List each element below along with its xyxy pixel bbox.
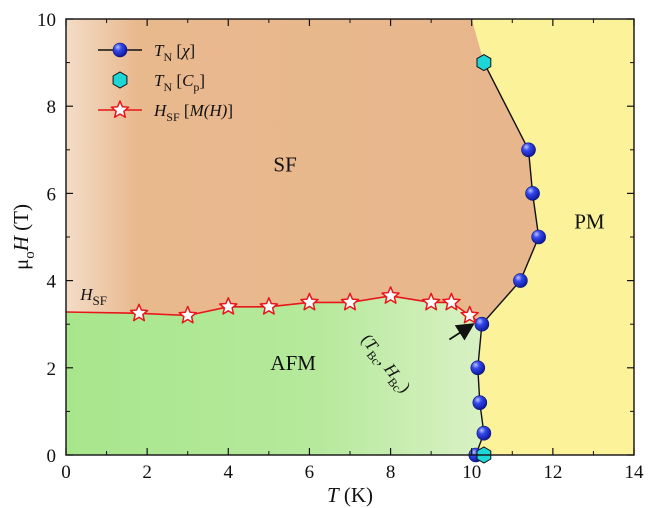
afm-region [66, 295, 484, 455]
legend-sub: N [163, 50, 172, 64]
point-series1-1 [476, 54, 492, 72]
y-tick-label: 2 [47, 359, 57, 380]
y-tick-label: 10 [37, 10, 56, 31]
point-series2-5 [340, 292, 360, 311]
point-series2-3 [259, 297, 279, 315]
legend-bracket-content: M(H) [189, 101, 228, 120]
sf-label: SF [273, 153, 296, 177]
legend-bracket-content: χ [180, 41, 190, 60]
bicritical-arrow [448, 323, 475, 341]
point-series0-5 [513, 273, 528, 288]
y-axis-prefix-sub: o [22, 251, 38, 259]
legend-bracket-close: ] [190, 41, 196, 60]
x-axis-unit: (K) [339, 483, 373, 507]
hsf-annotation-symbol: H [79, 285, 94, 304]
legend-bracket-sub: p [193, 80, 199, 94]
y-axis-unit: (T) [9, 204, 33, 236]
point-series2-4 [300, 292, 319, 311]
legend-bracket-open: [ [180, 101, 190, 120]
legend-sphere-marker [112, 42, 128, 58]
legend-label: TN [χ] [154, 41, 195, 64]
legend-entry: TN [χ] [98, 41, 195, 64]
y-tick-label: 0 [47, 446, 57, 467]
hsf-annotation: HSF [79, 285, 107, 308]
legend-symbol: T [154, 41, 165, 60]
legend-entry: HSF [M(H)] [98, 100, 233, 124]
sf-region [66, 19, 539, 325]
x-tick-label: 0 [61, 462, 71, 483]
point-series2-9 [460, 305, 479, 324]
point-series0-1 [476, 425, 492, 441]
point-series0-2 [472, 395, 488, 410]
tn-boundary-line [475, 62, 540, 456]
legend: TN [χ]TN [Cp]HSF [M(H)] [98, 41, 233, 124]
legend-sub: N [163, 80, 172, 94]
x-tick-label: 4 [224, 462, 234, 483]
x-tick-label: 14 [625, 462, 645, 483]
legend-bracket-open: [ [172, 71, 182, 90]
x-axis-title: T (K) [327, 483, 373, 507]
legend-star-marker [110, 100, 130, 119]
legend-bracket-close: ] [199, 71, 205, 90]
point-series0-4 [474, 316, 490, 332]
y-tick-label: 6 [47, 184, 57, 205]
x-tick-label: 2 [142, 462, 152, 483]
y-axis-symbol: H [9, 234, 33, 252]
y-tick-label: 8 [47, 97, 57, 118]
x-tick-label: 6 [305, 462, 315, 483]
point-series0-3 [470, 360, 486, 376]
legend-entry: TN [Cp] [112, 71, 205, 94]
y-axis-title: μoH (T) [9, 204, 38, 270]
legend-bracket-content: C [182, 71, 194, 90]
legend-hexagon-marker [112, 71, 128, 89]
x-axis-symbol: T [327, 483, 340, 507]
x-tick-label: 8 [386, 462, 396, 483]
legend-symbol: H [153, 101, 168, 120]
legend-sub: SF [166, 110, 180, 124]
point-series2-7 [421, 292, 441, 311]
y-axis-prefix: μ [9, 259, 33, 270]
pm-label: PM [574, 209, 605, 233]
hsf-annotation-sub: SF [92, 293, 106, 308]
point-series2-6 [381, 286, 400, 304]
point-series0-8 [521, 142, 536, 158]
legend-bracket-open: [ [172, 41, 182, 60]
point-series0-6 [531, 229, 546, 245]
legend-symbol: T [154, 71, 165, 90]
legend-label: TN [Cp] [154, 71, 205, 94]
y-tick-label: 4 [47, 272, 57, 293]
point-series0-7 [525, 186, 540, 201]
legend-bracket-close: ] [227, 101, 233, 120]
x-tick-label: 12 [543, 462, 562, 483]
point-series2-1 [178, 305, 198, 324]
point-series2-2 [218, 297, 238, 315]
point-series2-0 [129, 303, 149, 322]
legend-label: HSF [M(H)] [153, 101, 233, 124]
x-tick-label: 10 [462, 462, 481, 483]
phase-regions [66, 19, 634, 455]
point-series2-8 [442, 292, 461, 311]
afm-label: AFM [270, 351, 316, 375]
